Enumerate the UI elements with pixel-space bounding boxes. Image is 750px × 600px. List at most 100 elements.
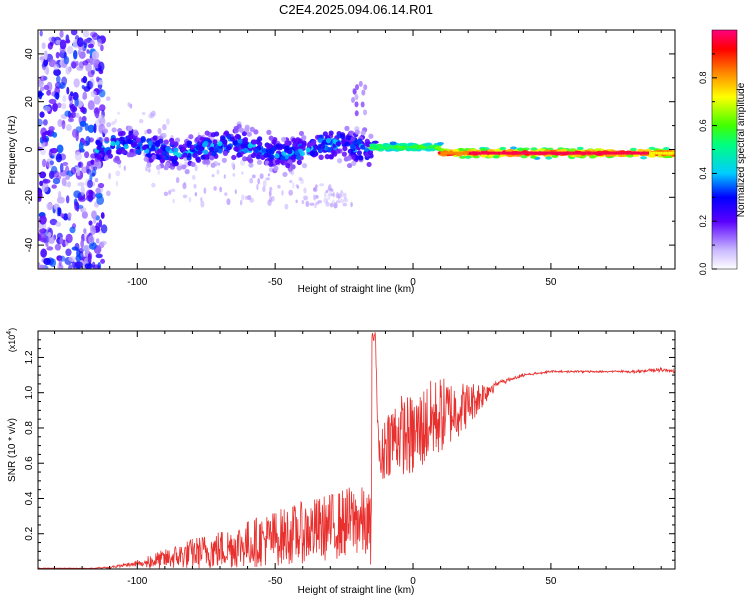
ridge-blob	[369, 143, 377, 147]
ridge-blob	[487, 149, 495, 153]
noise-blob	[46, 89, 52, 96]
noise-blob	[127, 102, 130, 107]
ridge-blob	[133, 131, 139, 137]
noise-blob	[145, 166, 148, 172]
colorbar: 0.0 0.2 0.4 0.6 0.8 Normalized spectral ampl…	[698, 29, 747, 276]
ridge-core	[453, 151, 456, 155]
ridge-core	[607, 151, 610, 155]
noise-blob	[363, 109, 368, 116]
ridge-core	[572, 151, 575, 155]
noise-blob	[56, 102, 62, 109]
noise-blob	[55, 75, 61, 84]
ridge-blob	[157, 148, 163, 154]
ridge-core	[443, 151, 446, 155]
ridge-blob	[190, 161, 196, 168]
colorbar-tick-label: 0.2	[698, 215, 708, 228]
noise-blob	[284, 203, 289, 210]
ridge-core	[501, 151, 504, 155]
ridge-blob	[357, 139, 363, 145]
ridge-core	[650, 151, 653, 155]
ridge-core	[486, 151, 489, 155]
ridge-blob	[231, 154, 237, 161]
ridge-blob	[151, 154, 157, 160]
ridge-core	[505, 151, 507, 155]
noise-blob	[270, 195, 275, 202]
noise-blob	[59, 39, 67, 50]
ridge-blob	[104, 136, 110, 143]
noise-blob	[91, 50, 100, 60]
snr-xtick-label: -100	[127, 576, 147, 587]
noise-blob	[44, 130, 51, 136]
noise-blob	[61, 102, 67, 110]
ridge-blob	[530, 147, 538, 151]
ridge-core	[520, 151, 522, 155]
ridge-blob	[626, 154, 634, 158]
ridge-blob	[181, 164, 187, 170]
noise-blob	[71, 61, 77, 69]
noise-blob	[157, 127, 162, 135]
ridge-blob	[510, 146, 517, 150]
noise-blob	[147, 168, 151, 173]
ridge-blob	[176, 165, 182, 171]
ridge-blob	[226, 145, 232, 151]
noise-blob	[277, 184, 281, 189]
ridge-blob	[212, 139, 218, 145]
ridge-core	[670, 151, 673, 155]
ridge-blob	[459, 155, 466, 159]
ridge-blob	[165, 146, 171, 152]
noise-blob	[163, 191, 169, 197]
noise-blob	[354, 101, 359, 108]
ridge-blob	[306, 142, 312, 148]
ridge-blob	[637, 149, 645, 153]
noise-blob	[315, 184, 318, 188]
ridge-core	[645, 151, 648, 155]
ridge-blob	[345, 135, 352, 141]
noise-blob	[95, 76, 100, 83]
noise-blob	[95, 222, 100, 233]
ridge-blob	[173, 147, 179, 153]
ridge-blob	[251, 139, 258, 145]
noise-blob	[317, 200, 323, 204]
noise-blob	[41, 42, 46, 50]
noise-blob	[76, 265, 81, 269]
noise-blob	[265, 177, 270, 181]
colorbar-tick-label: 0.0	[698, 263, 708, 276]
ridge-blob	[285, 163, 291, 169]
noise-blob	[64, 110, 71, 117]
noise-blob	[87, 253, 92, 264]
ridge-core	[563, 151, 565, 155]
ridge-core	[663, 151, 666, 155]
snr-scale-exponent: 4	[6, 331, 13, 335]
ridge-blob	[281, 136, 287, 143]
noise-blob	[239, 159, 245, 166]
noise-blob	[234, 189, 237, 195]
noise-blob	[56, 206, 60, 217]
ridge-core	[569, 151, 572, 155]
noise-blob	[267, 173, 271, 177]
noise-blob	[50, 147, 58, 154]
ridge-blob	[428, 148, 436, 152]
noise-blob	[73, 190, 81, 199]
noise-blob	[74, 97, 79, 107]
noise-blob	[239, 199, 243, 206]
ridge-blob	[137, 141, 143, 147]
noise-blob	[100, 212, 105, 219]
noise-blob	[226, 198, 231, 206]
ridge-blob	[538, 148, 545, 152]
ridge-core	[483, 151, 486, 155]
ridge-blob	[102, 128, 109, 134]
noise-blob	[93, 217, 97, 224]
noise-blob	[93, 166, 98, 171]
colorbar-label: Normalized spectral amplitude	[736, 82, 747, 217]
ridge-blob	[254, 148, 260, 154]
ridge-blob	[242, 148, 249, 154]
noise-blob	[56, 144, 64, 154]
ridge-core	[491, 151, 494, 155]
ridge-core	[611, 151, 613, 155]
ridge-blob	[499, 146, 507, 151]
noise-blob	[65, 124, 72, 132]
ridge-blob	[140, 137, 146, 143]
noise-blob	[182, 182, 187, 190]
ridge-blob	[237, 138, 243, 144]
ridge-core	[445, 151, 448, 155]
